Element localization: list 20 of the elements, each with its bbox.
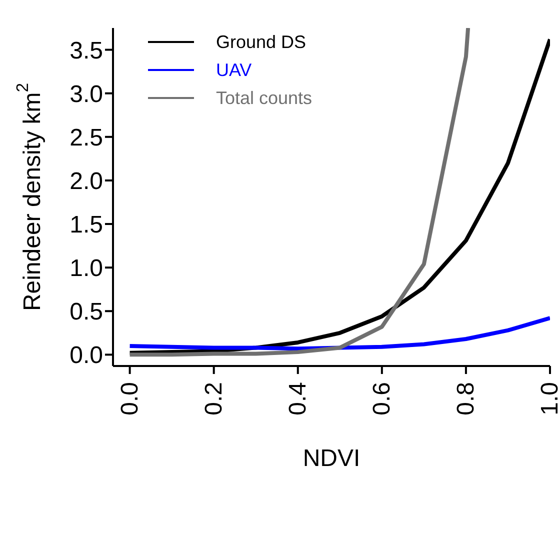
y-tick-label: 1.0	[70, 255, 103, 282]
x-tick-label: 0.6	[368, 382, 396, 416]
y-tick-label: 2.0	[70, 168, 103, 195]
y-tick-label: 3.5	[70, 37, 103, 64]
y-tick-label: 1.5	[70, 212, 103, 239]
line-series	[128, 316, 550, 351]
y-tick-label: 0.0	[70, 342, 103, 370]
legend-label: UAV	[216, 59, 252, 82]
legend-label: Total counts	[216, 87, 312, 110]
legend-label: Ground DS	[216, 31, 306, 54]
x-tick-label: 0.0	[116, 382, 144, 416]
y-tick-label: 0.5	[70, 298, 103, 326]
x-tick-label: 0.8	[452, 382, 480, 416]
y-tick-label: 2.5	[70, 124, 103, 152]
x-tick-label: 0.2	[200, 382, 228, 416]
x-tick-label: 0.4	[284, 382, 312, 416]
x-tick-label: 1.0	[536, 382, 560, 416]
y-tick-label: 3.0	[70, 80, 103, 108]
x-axis-title: NDVI	[302, 445, 360, 472]
line-series	[128, 28, 470, 357]
